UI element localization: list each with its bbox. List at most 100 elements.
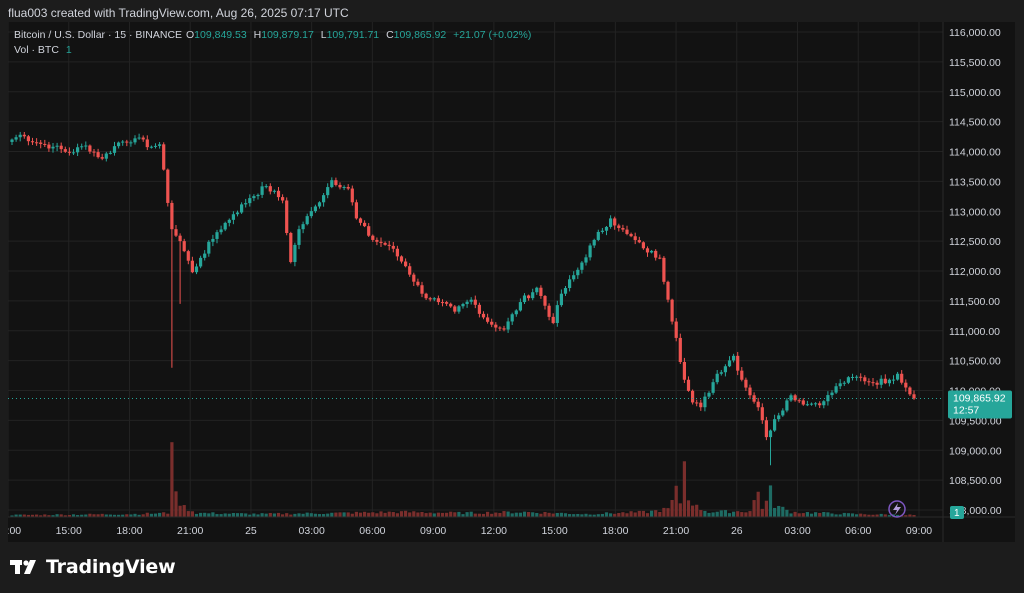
candle-up	[830, 392, 834, 396]
volume-bar	[199, 512, 203, 517]
candle-up	[264, 186, 268, 188]
volume-bar	[84, 514, 88, 517]
volume-bar	[88, 513, 92, 517]
candle-down	[477, 304, 481, 314]
candle-down	[883, 378, 887, 384]
y-tick-label: 111,000.00	[949, 326, 1000, 338]
volume-bar	[104, 514, 108, 517]
x-tick-label: 06:00	[845, 525, 871, 537]
candle-down	[367, 226, 371, 236]
legend-open-label: O	[186, 29, 194, 41]
candle-up	[55, 145, 59, 147]
volume-bars	[10, 442, 916, 517]
candle-down	[908, 387, 912, 395]
candle-up	[600, 230, 604, 232]
candle-up	[194, 266, 199, 273]
candle-down	[186, 251, 190, 261]
candle-down	[408, 266, 412, 275]
volume-bar	[498, 512, 502, 517]
candle-up	[121, 141, 125, 143]
candle-down	[645, 248, 650, 253]
volume-bar	[223, 513, 227, 517]
volume-bar	[80, 514, 84, 517]
candle-up	[814, 403, 818, 405]
candle-down	[473, 299, 477, 305]
volume-bar	[309, 513, 313, 517]
volume-bar	[781, 506, 785, 517]
volume-bar	[428, 512, 432, 517]
candle-down	[383, 242, 387, 245]
candle-up	[855, 376, 859, 378]
legend-volume-label: Vol · BTC	[14, 44, 59, 56]
tradingview-logo[interactable]: TradingView	[10, 556, 176, 578]
chart-canvas[interactable]: 116,000.00 115,500.00 115,000.00 114,500.00…	[8, 22, 1015, 542]
volume-bar	[358, 512, 363, 517]
candle-up	[711, 382, 715, 393]
volume-bar	[404, 510, 408, 517]
volume-bar	[387, 511, 391, 517]
volume-bar	[559, 512, 563, 517]
candle-down	[404, 261, 408, 267]
candle-down	[22, 134, 26, 137]
candle-down	[629, 233, 633, 237]
y-tick-label: 111,500.00	[949, 296, 1000, 308]
candle-up	[584, 257, 588, 263]
volume-bar	[822, 511, 826, 517]
volume-bar	[650, 510, 654, 517]
volume-bar	[645, 513, 650, 517]
volume-bar	[715, 511, 719, 517]
candle-down	[276, 190, 281, 198]
volume-bar	[367, 512, 371, 517]
volume-bar	[112, 514, 117, 517]
candle-down	[88, 145, 92, 152]
volume-bar	[830, 513, 834, 517]
volume-bar	[518, 512, 522, 517]
volume-bar	[785, 509, 789, 517]
candle-down	[625, 229, 629, 234]
candle-down	[338, 184, 342, 188]
candle-up	[768, 430, 773, 438]
candle-down	[756, 401, 760, 408]
candle-down	[494, 324, 498, 328]
candle-up	[108, 152, 112, 154]
volume-bar	[117, 514, 121, 517]
volume-bar	[867, 514, 871, 517]
candle-up	[535, 287, 539, 293]
x-tick-label: 06:00	[359, 525, 385, 537]
volume-bar	[879, 513, 883, 517]
x-tick-label: 15:00	[541, 525, 567, 537]
chart-frame[interactable]: 116,000.00 115,500.00 115,000.00 114,500.00…	[8, 22, 1015, 542]
candle-down	[900, 373, 904, 383]
legend-symbol[interactable]: Bitcoin / U.S. Dollar · 15 · BINANCE	[14, 29, 182, 41]
candle-up	[203, 253, 207, 258]
volume-bar	[39, 515, 43, 517]
candle-down	[621, 227, 625, 230]
volume-bar	[658, 511, 662, 517]
y-tick-label: 112,000.00	[949, 266, 1001, 278]
volume-bar	[871, 514, 875, 517]
volume-bar	[383, 512, 387, 517]
volume-bar	[727, 513, 732, 517]
volume-bar	[576, 513, 580, 517]
candle-down	[801, 400, 805, 405]
volume-bar	[108, 514, 112, 517]
candle-down	[289, 233, 293, 263]
volume-bar	[469, 511, 473, 517]
lightning-icon[interactable]	[888, 500, 906, 518]
legend-change: +21.07 (+0.02%)	[453, 29, 531, 41]
volume-bar	[768, 485, 773, 517]
y-tick-label: 114,500.00	[949, 117, 1001, 129]
candle-up	[133, 138, 137, 143]
candle-down	[67, 151, 71, 153]
svg-text:O109,849.53 H109,879.17: O109,849.53 H109,879.17 L109,791.71 C109…	[186, 29, 531, 41]
candles	[10, 131, 916, 466]
volume-bar	[481, 513, 486, 517]
volume-bar	[215, 514, 219, 517]
volume-bar	[609, 513, 613, 517]
volume-bar	[756, 491, 760, 517]
candle-up	[896, 373, 900, 380]
y-tick-label: 112,500.00	[949, 236, 1001, 248]
y-tick-label: 116,000.00	[949, 27, 1001, 39]
volume-bar	[256, 514, 260, 517]
volume-bar	[699, 510, 703, 517]
